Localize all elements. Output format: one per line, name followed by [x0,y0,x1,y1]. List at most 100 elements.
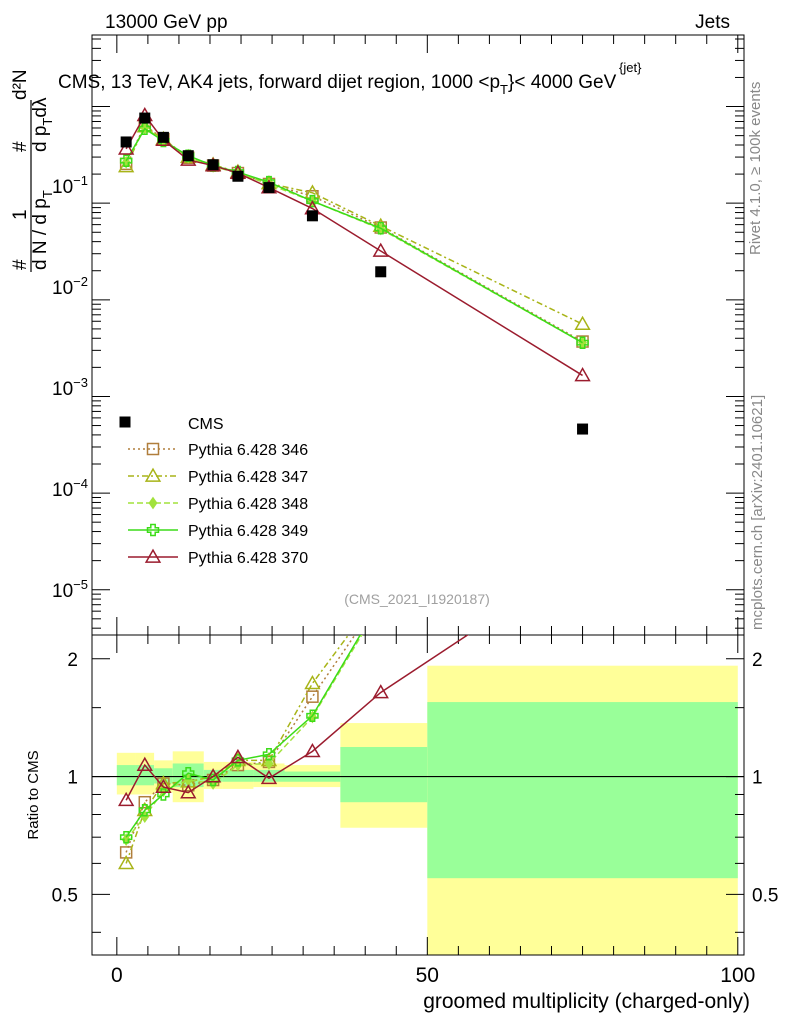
series-3-point [576,336,589,349]
series-1-point [574,315,591,331]
legend-marker-0 [146,442,160,456]
ratio-3-point [206,773,220,787]
green-band-6 [253,769,285,782]
y-tick-label-1e-1: 10−1 [52,173,88,198]
chart-title: CMS, 13 TeV, AK4 jets, forward dijet reg… [58,72,617,97]
main-y-tick-labels: 10−1 10−2 10−3 10−4 10−5 [52,173,88,602]
legend-label-1: Pythia 6.428 347 [188,469,308,486]
ratio-line-1 [125,635,350,864]
legend-label-0: Pythia 6.428 346 [188,442,308,459]
legend-label-4: Pythia 6.428 370 [188,550,308,567]
y-label-hash: # [10,259,31,270]
cms-data-point [182,150,194,162]
y-label-num-den: d pTdλ [30,97,55,152]
y-tick-exp-5: −5 [73,577,88,592]
series-line-1 [125,125,583,325]
ratio-uncertainty-bands [92,665,744,955]
ratio-3-point [262,748,276,761]
ratio-tick-label-right: 0.5 [752,885,778,906]
ratio-4-point [136,756,153,771]
series-line-4 [125,114,583,377]
ratio-series-group [117,635,469,870]
title-prefix: CMS, 13 TeV, AK4 jets, forward dijet reg… [58,72,500,93]
ratio-3-point [119,830,133,844]
x-axis: 0 50 100 [111,35,755,987]
x-tick-label: 50 [416,964,439,987]
ratio-tick-label-left: 0.5 [52,885,78,906]
ratio-4-point [117,791,135,807]
legend-marker-1 [144,467,162,482]
ratio-0-point [306,690,319,703]
series-3-point [119,154,133,167]
ratio-line-2 [125,635,363,841]
main-series-group [117,107,591,435]
ratio-4-point [260,769,278,785]
ratio-3-point [138,804,152,817]
series-4-point [372,242,389,257]
cms-data-point [120,136,132,148]
y-tick-label-1e-2: 10−2 [52,274,88,299]
ratio-4-point [180,784,197,799]
main-plot-frame [91,34,745,636]
series-4-point [117,140,135,155]
green-band-0 [116,765,136,786]
cms-data-point [375,266,387,278]
y-tick-label-1e-5: 10−5 [52,577,88,602]
ratio-tick-label-right: 1 [752,768,763,789]
ratio-tick-label-right: 2 [752,650,763,671]
y-tick-exp-4: −4 [73,476,88,491]
ratio-plot-frame [91,634,745,956]
cms-data-point [263,182,275,194]
y-label-hash-2: # [10,141,31,152]
y-tick-exp-1: −1 [73,173,88,188]
y-label-one: 1 [10,209,31,220]
legend-marker-4 [144,548,162,563]
legend-label-2: Pythia 6.428 348 [188,496,308,513]
ratio-line-0 [125,635,356,853]
legend-label-3: Pythia 6.428 349 [188,523,308,540]
main-y-axis [92,38,744,629]
cms-data-point [306,210,318,222]
series-4-point [574,367,591,382]
title-sub: T [500,82,508,97]
y-tick-label-1e-3: 10−3 [52,375,88,400]
legend: CMS Pythia 6.428 346 Pythia 6.428 347 Pythi… [119,416,308,567]
ratio-tick-label-left: 2 [67,650,78,671]
cms-data-point [207,159,219,171]
ratio-4-point [304,742,321,758]
y-tick-label-1e-4: 10−4 [52,476,88,501]
ratio-4-point [155,778,172,793]
ratio-line-4 [125,635,469,801]
series-3-point [374,222,387,235]
energy-label: 13000 GeV pp [105,12,228,33]
y-label-denom-text: d N / d p [30,198,51,270]
y-label-num-den-sub: T [40,118,55,126]
ratio-4-point [229,748,247,764]
y-tick-exp-2: −2 [73,274,88,289]
ratio-2-point [264,757,274,770]
ratio-line-3 [125,635,362,838]
y-axis-label: # 1 d N / d pT # d²N d pTdλ [10,69,55,272]
y-label-denom: d N / d pT [30,190,55,270]
legend-marker-3 [146,523,160,537]
title-sup: {jet} [619,60,642,75]
ratio-y-axis: 0.5 0.5 1 1 2 2 [52,650,778,933]
ratio-clipped [117,635,469,870]
ratio-3-point [306,709,319,723]
cms-data-point [577,423,589,435]
title-suffix: }< 4000 GeV [508,72,617,93]
y-label-num-den-tail: dλ [30,97,51,118]
y-label-num: d²N [10,69,31,100]
category-label: Jets [695,12,730,33]
rivet-label: Rivet 4.1.0, ≥ 100k events [747,82,764,255]
ratio-y-label: Ratio to CMS [25,750,42,839]
ratio-3-point [181,766,195,780]
x-axis-label: groomed multiplicity (charged-only) [423,990,750,1013]
green-band-5 [222,769,254,782]
legend-marker-2 [148,496,158,510]
green-band-8 [340,747,428,803]
legend-cms-marker [119,416,131,428]
analysis-tag: (CMS_2021_I1920187) [344,591,490,607]
green-band-9 [427,702,738,879]
